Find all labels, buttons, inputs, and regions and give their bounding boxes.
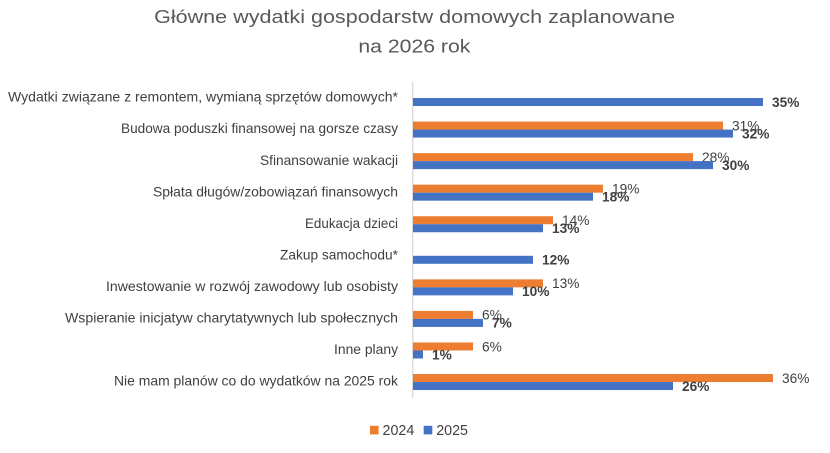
svg-text:6%: 6%	[482, 339, 502, 354]
svg-text:1%: 1%	[432, 347, 452, 362]
svg-text:18%: 18%	[602, 190, 629, 205]
svg-text:2024: 2024	[383, 423, 415, 439]
svg-text:Inwestowanie w rozwój zawodowy: Inwestowanie w rozwój zawodowy lub osobi…	[106, 278, 398, 294]
svg-text:13%: 13%	[552, 276, 579, 291]
svg-text:2025: 2025	[436, 423, 468, 439]
svg-text:6%: 6%	[482, 308, 502, 323]
svg-text:Spłata długów/zobowiązań finan: Spłata długów/zobowiązań finansowych	[153, 183, 398, 199]
svg-text:10%: 10%	[522, 284, 549, 299]
svg-text:Nie mam planów co do wydatków: Nie mam planów co do wydatków na 2025 ro…	[114, 373, 399, 389]
svg-text:30%: 30%	[722, 158, 749, 173]
svg-text:32%: 32%	[742, 126, 769, 141]
svg-text:26%: 26%	[682, 379, 709, 394]
svg-text:Wydatki związane z remontem, w: Wydatki związane z remontem, wymianą spr…	[8, 89, 399, 105]
svg-text:14%: 14%	[562, 213, 589, 228]
svg-text:19%: 19%	[612, 182, 639, 197]
svg-text:Zakup samochodu*: Zakup samochodu*	[280, 247, 399, 263]
svg-text:Główne wydatki gospodarstw dom: Główne wydatki gospodarstw domowych zapl…	[154, 6, 675, 27]
svg-text:Edukacja dzieci: Edukacja dzieci	[305, 215, 398, 231]
svg-text:na 2026 rok: na 2026 rok	[358, 36, 471, 57]
svg-text:35%: 35%	[772, 95, 799, 110]
svg-text:7%: 7%	[492, 316, 512, 331]
svg-text:Sfinansowanie wakacji: Sfinansowanie wakacji	[260, 152, 398, 168]
svg-text:Wspieranie inicjatyw charytaty: Wspieranie inicjatyw charytatywnych lub …	[65, 310, 398, 326]
svg-text:13%: 13%	[552, 221, 579, 236]
svg-text:36%: 36%	[782, 371, 809, 386]
svg-text:Inne plany: Inne plany	[334, 341, 398, 357]
svg-text:Budowa poduszki finansowej na: Budowa poduszki finansowej na gorsze cza…	[121, 120, 398, 136]
svg-text:31%: 31%	[732, 118, 759, 133]
svg-text:12%: 12%	[542, 253, 569, 268]
